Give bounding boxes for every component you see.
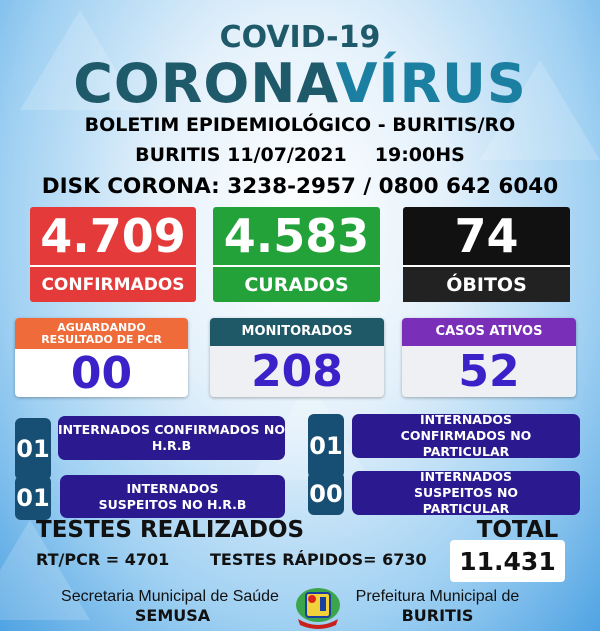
health-secretariat: Secretaria Municipal de Saúde [61, 588, 279, 605]
city-hall: Prefeitura Municipal de [355, 588, 520, 605]
semusa: SEMUSA [134, 606, 211, 625]
recovered-label: CURADOS [244, 273, 349, 296]
deaths-card: 74 ÓBITOS [403, 207, 570, 302]
hospitalized-confirmed-hrb-value: 01 [15, 418, 51, 480]
subtitle: BOLETIM EPIDEMIOLÓGICO - BURITIS/RO [84, 114, 516, 136]
main-title: CORONAVÍRUS [0, 52, 600, 115]
pending-pcr-label: AGUARDANDO RESULTADO DE PCR [15, 318, 188, 349]
active-cases-card: CASOS ATIVOS 52 [402, 318, 576, 397]
confirmed-label: CONFIRMADOS [41, 274, 185, 295]
kicker: COVID-19 [219, 20, 381, 55]
time: 19:00HS [374, 144, 465, 166]
city-name: BURITIS [401, 606, 474, 625]
hospitalized-confirmed-private-value: 01 [308, 414, 344, 478]
monitored-value: 208 [251, 346, 343, 397]
title-part-a: CORONA [73, 52, 336, 115]
hospitalized-suspected-private-label: INTERNADOS SUSPEITOS NO PARTICULAR [352, 469, 580, 516]
hospitalized-suspected-hrb-value: 01 [15, 476, 51, 520]
pending-pcr-value: 00 [70, 347, 133, 398]
active-cases-value: 52 [458, 346, 520, 397]
rtpcr-count: RT/PCR = 4701 [36, 550, 170, 569]
hospitalized-confirmed-hrb-label: INTERNADOS CONFIRMADOS NO H.R.B [58, 416, 285, 460]
title-part-b: VÍRUS [335, 52, 527, 115]
tests-title: TESTES REALIZADOS [36, 517, 305, 543]
active-cases-label: CASOS ATIVOS [402, 318, 576, 346]
hospitalized-suspected-private-value: 00 [308, 472, 344, 515]
confirmed-value: 4.709 [40, 209, 186, 263]
monitored-card: MONITORADOS 208 [210, 318, 384, 397]
hospitalized-suspected-hrb-label: INTERNADOS SUSPEITOS NO H.R.B [60, 475, 285, 518]
municipal-coat-of-arms-icon [292, 585, 344, 629]
hospitalized-confirmed-private-label: INTERNADOS CONFIRMADOS NO PARTICULAR [352, 412, 580, 459]
recovered-value: 4.583 [223, 209, 370, 263]
tests-total-value: 11.431 [450, 540, 565, 582]
deaths-value: 74 [454, 209, 519, 263]
date-time: BURITIS 11/07/2021 19:00HS [0, 144, 600, 166]
rapid-tests-count: TESTES RÁPIDOS= 6730 [210, 550, 427, 569]
confirmed-card: 4.709 CONFIRMADOS [30, 207, 196, 302]
date: BURITIS 11/07/2021 [135, 144, 347, 166]
hotline: DISK CORONA: 3238-2957 / 0800 642 6040 [41, 174, 559, 199]
deaths-label: ÓBITOS [403, 267, 570, 302]
recovered-card: 4.583 CURADOS [213, 207, 380, 302]
tests-total-label: TOTAL [476, 517, 559, 543]
monitored-label: MONITORADOS [210, 318, 384, 346]
pending-pcr-card: AGUARDANDO RESULTADO DE PCR 00 [15, 318, 188, 397]
